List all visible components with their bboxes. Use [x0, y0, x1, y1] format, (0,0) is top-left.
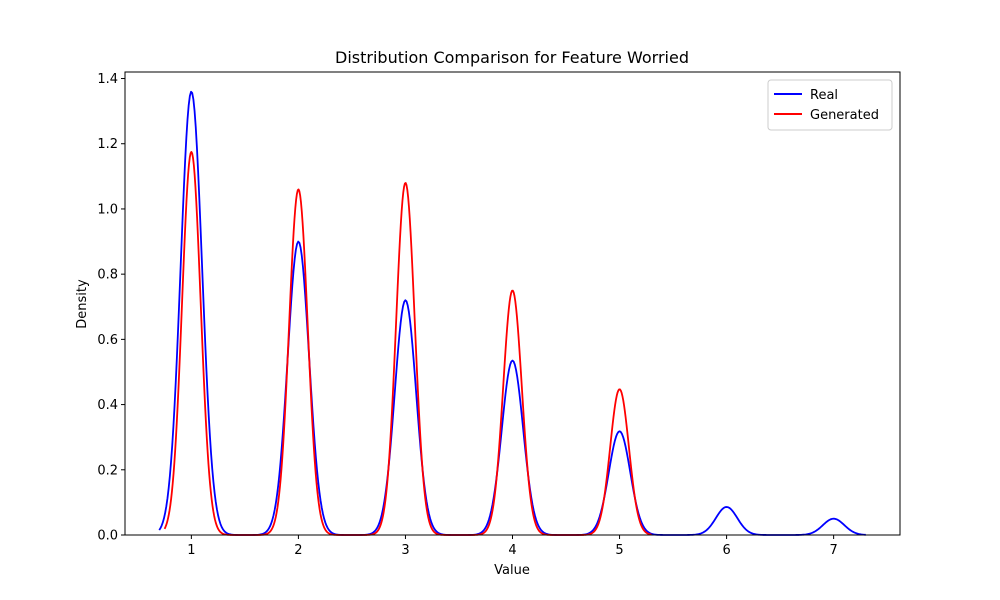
y-tick-label: 1.0 — [97, 202, 118, 217]
y-tick-label: 1.2 — [97, 137, 118, 152]
y-tick-label: 0.8 — [97, 268, 118, 283]
legend-box — [767, 79, 893, 131]
y-tick-label: 0.4 — [97, 398, 118, 413]
y-axis-label: Density — [75, 279, 90, 329]
y-tick-label: 1.4 — [97, 72, 118, 87]
y-tick-label: 0.0 — [97, 529, 118, 544]
chart-title: Distribution Comparison for Feature Worr… — [335, 48, 689, 67]
y-tick-label: 0.2 — [97, 463, 118, 478]
x-axis: 1 2 3 4 5 6 7 — [187, 535, 838, 558]
x-tick-label: 6 — [722, 543, 730, 558]
series-line-real — [158, 90, 866, 536]
y-axis: 0.0 0.2 0.4 0.6 0.8 1.0 1.2 1.4 — [97, 72, 125, 544]
x-tick-label: 4 — [508, 543, 516, 558]
x-tick-label: 2 — [294, 543, 302, 558]
y-tick-label: 0.6 — [97, 333, 118, 348]
x-tick-label: 7 — [829, 543, 837, 558]
legend-label-real: Real — [810, 88, 838, 103]
legend: Real Generated — [767, 79, 893, 131]
x-tick-label: 1 — [187, 543, 195, 558]
legend-label-generated: Generated — [810, 108, 879, 123]
x-axis-label: Value — [494, 563, 530, 578]
x-tick-label: 5 — [615, 543, 623, 558]
x-tick-label: 3 — [401, 543, 409, 558]
